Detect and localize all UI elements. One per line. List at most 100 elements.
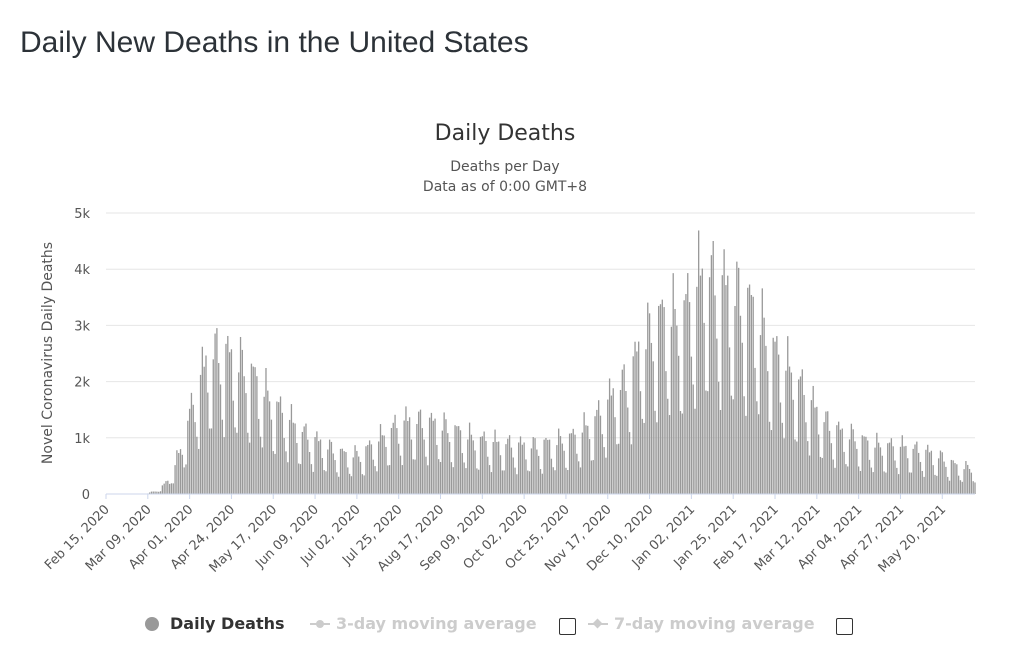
bar[interactable] (179, 449, 182, 494)
bar[interactable] (530, 448, 533, 494)
bar[interactable] (518, 442, 520, 494)
bar[interactable] (736, 261, 738, 494)
bar[interactable] (756, 401, 758, 494)
bar[interactable] (485, 440, 487, 494)
bar[interactable] (774, 341, 776, 494)
bar[interactable] (167, 480, 169, 494)
bar[interactable] (339, 448, 342, 494)
bar[interactable] (428, 417, 431, 494)
bar[interactable] (658, 305, 660, 494)
bar[interactable] (890, 438, 893, 494)
bar[interactable] (776, 336, 778, 494)
bar[interactable] (668, 415, 671, 494)
bar[interactable] (836, 425, 838, 494)
bar[interactable] (796, 441, 798, 494)
bar[interactable] (819, 456, 822, 494)
bar[interactable] (808, 455, 811, 495)
bar[interactable] (694, 408, 696, 494)
bar[interactable] (459, 430, 462, 494)
bar[interactable] (458, 426, 460, 494)
bar[interactable] (856, 448, 858, 494)
bar[interactable] (814, 407, 816, 494)
bar[interactable] (596, 409, 598, 494)
bar[interactable] (876, 432, 878, 494)
bar[interactable] (714, 295, 716, 494)
bar[interactable] (967, 464, 969, 494)
bar[interactable] (745, 415, 747, 494)
bar[interactable] (843, 451, 845, 494)
bar[interactable] (536, 449, 538, 494)
bar[interactable] (588, 439, 591, 494)
bar[interactable] (270, 419, 273, 494)
bar[interactable] (870, 467, 873, 494)
bar[interactable] (481, 436, 483, 494)
bar[interactable] (907, 458, 909, 494)
bar[interactable] (963, 469, 965, 494)
bar[interactable] (648, 313, 651, 494)
bar[interactable] (921, 470, 923, 494)
bar[interactable] (954, 463, 956, 494)
bar[interactable] (861, 435, 863, 494)
bar[interactable] (321, 458, 323, 494)
bar[interactable] (605, 457, 607, 494)
bar[interactable] (821, 457, 823, 494)
bar[interactable] (616, 444, 618, 494)
bar[interactable] (176, 450, 178, 494)
bar[interactable] (678, 355, 680, 494)
bar[interactable] (721, 275, 723, 494)
bar[interactable] (561, 443, 563, 494)
bar[interactable] (956, 464, 958, 494)
bar[interactable] (348, 473, 351, 494)
bar[interactable] (623, 364, 625, 494)
bar[interactable] (872, 472, 874, 494)
bar[interactable] (196, 436, 198, 494)
bar[interactable] (479, 436, 482, 494)
bar[interactable] (439, 461, 442, 494)
bar[interactable] (525, 459, 527, 494)
bar[interactable] (414, 459, 416, 494)
bar[interactable] (828, 430, 831, 494)
bar[interactable] (645, 349, 647, 494)
bar[interactable] (365, 446, 367, 494)
bar[interactable] (901, 435, 903, 494)
bar[interactable] (281, 412, 283, 494)
bar[interactable] (943, 461, 945, 494)
bar[interactable] (647, 302, 649, 494)
bar[interactable] (388, 465, 391, 494)
bar[interactable] (221, 419, 224, 494)
bar[interactable] (565, 467, 567, 494)
bar[interactable] (603, 447, 605, 494)
bar[interactable] (805, 422, 807, 494)
bar[interactable] (578, 461, 580, 494)
bar[interactable] (850, 423, 853, 494)
bar[interactable] (783, 438, 785, 494)
bar[interactable] (470, 434, 473, 494)
bar[interactable] (350, 476, 353, 494)
bar[interactable] (968, 468, 971, 494)
bar[interactable] (541, 473, 543, 494)
bar[interactable] (208, 428, 211, 494)
bar[interactable] (827, 411, 829, 494)
bar[interactable] (314, 437, 316, 494)
bar[interactable] (598, 400, 600, 494)
bar[interactable] (610, 395, 613, 494)
bar[interactable] (210, 428, 213, 494)
bar[interactable] (708, 277, 711, 494)
bar[interactable] (674, 308, 676, 494)
bar[interactable] (423, 439, 425, 494)
bar[interactable] (792, 399, 794, 494)
bar[interactable] (183, 467, 185, 494)
bar[interactable] (881, 455, 883, 494)
bar[interactable] (412, 459, 414, 494)
bar[interactable] (532, 437, 534, 494)
bar[interactable] (425, 456, 427, 494)
bar[interactable] (296, 442, 298, 494)
bar[interactable] (279, 396, 282, 494)
bar[interactable] (701, 268, 703, 494)
bar[interactable] (356, 450, 358, 494)
bar[interactable] (910, 472, 913, 494)
bar[interactable] (434, 418, 436, 494)
bar[interactable] (228, 352, 231, 494)
checkbox-7-day-average[interactable] (836, 618, 853, 635)
bar[interactable] (156, 491, 158, 494)
